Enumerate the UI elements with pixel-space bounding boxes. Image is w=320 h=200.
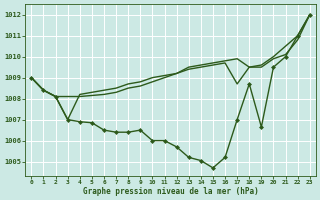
X-axis label: Graphe pression niveau de la mer (hPa): Graphe pression niveau de la mer (hPa) xyxy=(83,187,259,196)
